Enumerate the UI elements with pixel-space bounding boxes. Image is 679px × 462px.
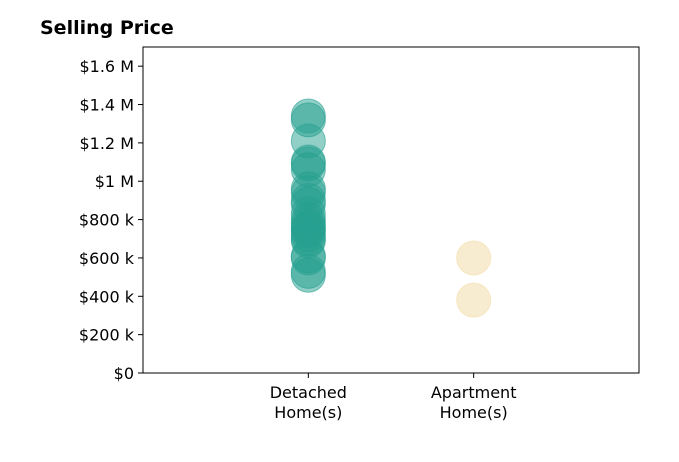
x-tick-label: Detached Home(s) (270, 383, 347, 422)
points-layer (290, 98, 492, 318)
y-axis: $0 $200 k $400 k $600 k $800 k $1 M $1.2 M $1.4… (79, 57, 143, 383)
y-tick-label: $200 k (79, 326, 135, 345)
y-tick-label: $1.2 M (79, 134, 134, 153)
plot-frame (142, 46, 640, 374)
x-tick-label: Apartment Home(s) (431, 383, 517, 422)
chart-title: Selling Price (40, 17, 174, 39)
y-tick-label: $600 k (79, 249, 135, 268)
x-axis: Detached Home(s) Apartment Home(s) (270, 373, 517, 422)
data-point (456, 282, 492, 318)
y-tick-label: $400 k (79, 287, 135, 306)
y-tick-label: $1.6 M (79, 57, 134, 76)
y-tick-label: $0 (114, 364, 134, 383)
y-tick-label: $1 M (95, 172, 134, 191)
y-tick-label: $800 k (79, 211, 135, 230)
y-tick-label: $1.4 M (79, 96, 134, 115)
data-point (290, 257, 326, 293)
data-point (456, 240, 492, 276)
